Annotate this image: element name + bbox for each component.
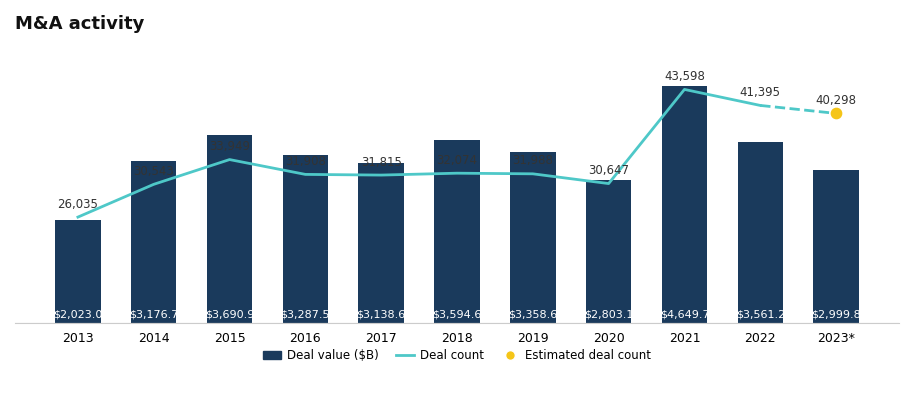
Bar bbox=[738, 141, 783, 323]
Bar bbox=[131, 161, 176, 323]
Text: 30,543: 30,543 bbox=[133, 165, 174, 178]
Text: M&A activity: M&A activity bbox=[15, 15, 144, 33]
Bar bbox=[55, 220, 101, 323]
Text: 26,035: 26,035 bbox=[58, 198, 99, 210]
Text: $3,138.6: $3,138.6 bbox=[356, 310, 406, 320]
Text: 31,908: 31,908 bbox=[285, 155, 325, 168]
Bar bbox=[586, 180, 632, 323]
Text: 32,074: 32,074 bbox=[437, 154, 477, 167]
Text: $2,999.8: $2,999.8 bbox=[812, 310, 861, 320]
Text: 30,647: 30,647 bbox=[588, 164, 629, 177]
Point bbox=[829, 110, 844, 117]
Text: 31,988: 31,988 bbox=[513, 154, 553, 167]
Text: $3,561.2: $3,561.2 bbox=[736, 310, 785, 320]
Bar bbox=[207, 135, 252, 323]
Text: $2,023.0: $2,023.0 bbox=[53, 310, 102, 320]
Text: 41,395: 41,395 bbox=[739, 86, 781, 99]
Text: $3,287.5: $3,287.5 bbox=[281, 310, 330, 320]
Legend: Deal value ($B), Deal count, Estimated deal count: Deal value ($B), Deal count, Estimated d… bbox=[259, 345, 655, 367]
Text: $4,649.7: $4,649.7 bbox=[660, 310, 709, 320]
Text: $3,176.7: $3,176.7 bbox=[129, 310, 178, 320]
Text: $2,803.1: $2,803.1 bbox=[584, 310, 633, 320]
Bar bbox=[813, 170, 859, 323]
Bar bbox=[358, 163, 404, 323]
Text: 31,815: 31,815 bbox=[361, 156, 401, 168]
Text: $3,358.6: $3,358.6 bbox=[508, 310, 558, 320]
Text: $3,594.6: $3,594.6 bbox=[432, 310, 482, 320]
Bar bbox=[662, 86, 707, 323]
Text: $3,690.9: $3,690.9 bbox=[205, 310, 254, 320]
Bar bbox=[434, 140, 480, 323]
Bar bbox=[510, 152, 556, 323]
Text: 40,298: 40,298 bbox=[815, 94, 856, 107]
Bar bbox=[282, 156, 328, 323]
Text: 43,598: 43,598 bbox=[664, 70, 705, 83]
Text: 33,949: 33,949 bbox=[209, 140, 250, 153]
